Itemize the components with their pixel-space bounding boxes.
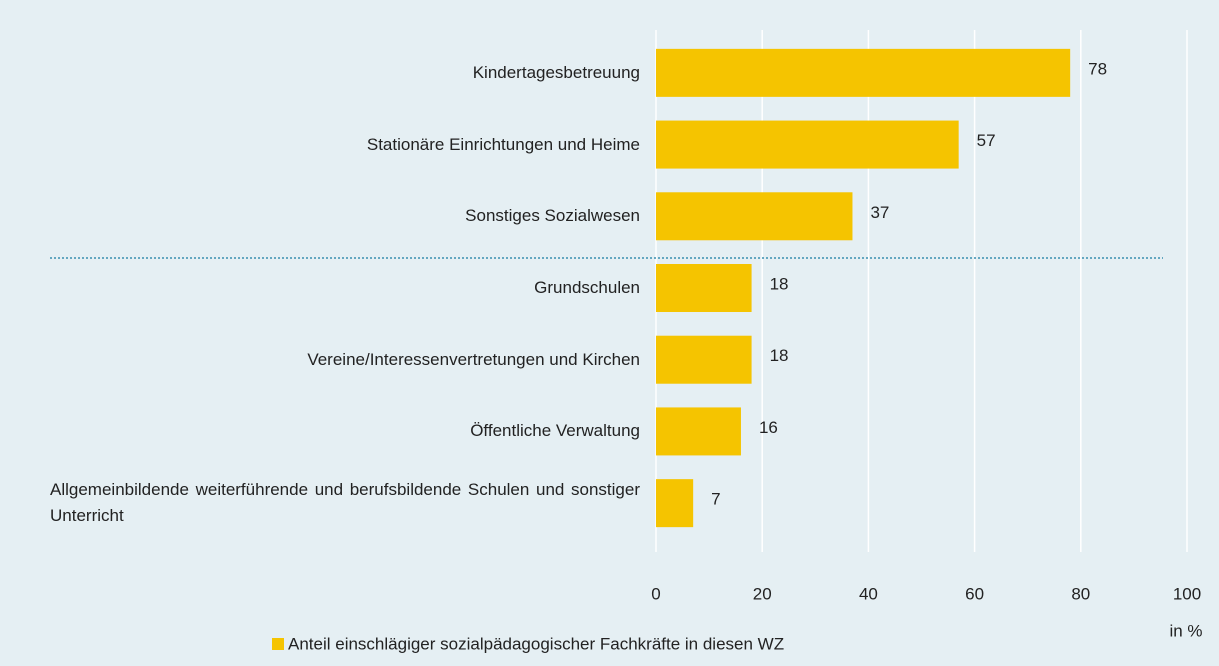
category-label: Kindertagesbetreuung (472, 62, 640, 82)
bar (656, 120, 959, 169)
x-tick-label: 80 (1071, 584, 1090, 603)
x-tick-label: 0 (651, 584, 660, 603)
category-label: Allgemeinbildende weiterführende und ber… (50, 480, 640, 526)
category-label: Stationäre Einrichtungen und Heime (366, 134, 640, 154)
data-label: 78 (1088, 59, 1107, 78)
data-label: 57 (977, 131, 996, 150)
bar (656, 192, 853, 241)
x-tick-label: 60 (965, 584, 984, 603)
x-tick-label: 20 (753, 584, 772, 603)
x-tick-label: 100 (1173, 584, 1201, 603)
data-label: 16 (759, 418, 778, 437)
bar (656, 407, 741, 456)
x-axis-label: in % (1169, 621, 1202, 640)
data-label: 37 (870, 203, 889, 222)
bar (656, 479, 694, 528)
category-label: Vereine/Interessenvertretungen und Kirch… (307, 349, 640, 369)
category-label: Öffentliche Verwaltung (470, 421, 640, 441)
bar (656, 335, 752, 384)
category-label: Grundschulen (534, 278, 640, 297)
category-label: Sonstiges Sozialwesen (465, 206, 640, 226)
legend-swatch (272, 638, 284, 650)
x-tick-label: 40 (859, 584, 878, 603)
data-label: 7 (711, 490, 720, 509)
bar (656, 48, 1071, 97)
data-label: 18 (770, 274, 789, 293)
legend-label: Anteil einschlägiger sozialpädagogischer… (288, 634, 784, 653)
bar (656, 264, 752, 312)
data-label: 18 (770, 346, 789, 365)
